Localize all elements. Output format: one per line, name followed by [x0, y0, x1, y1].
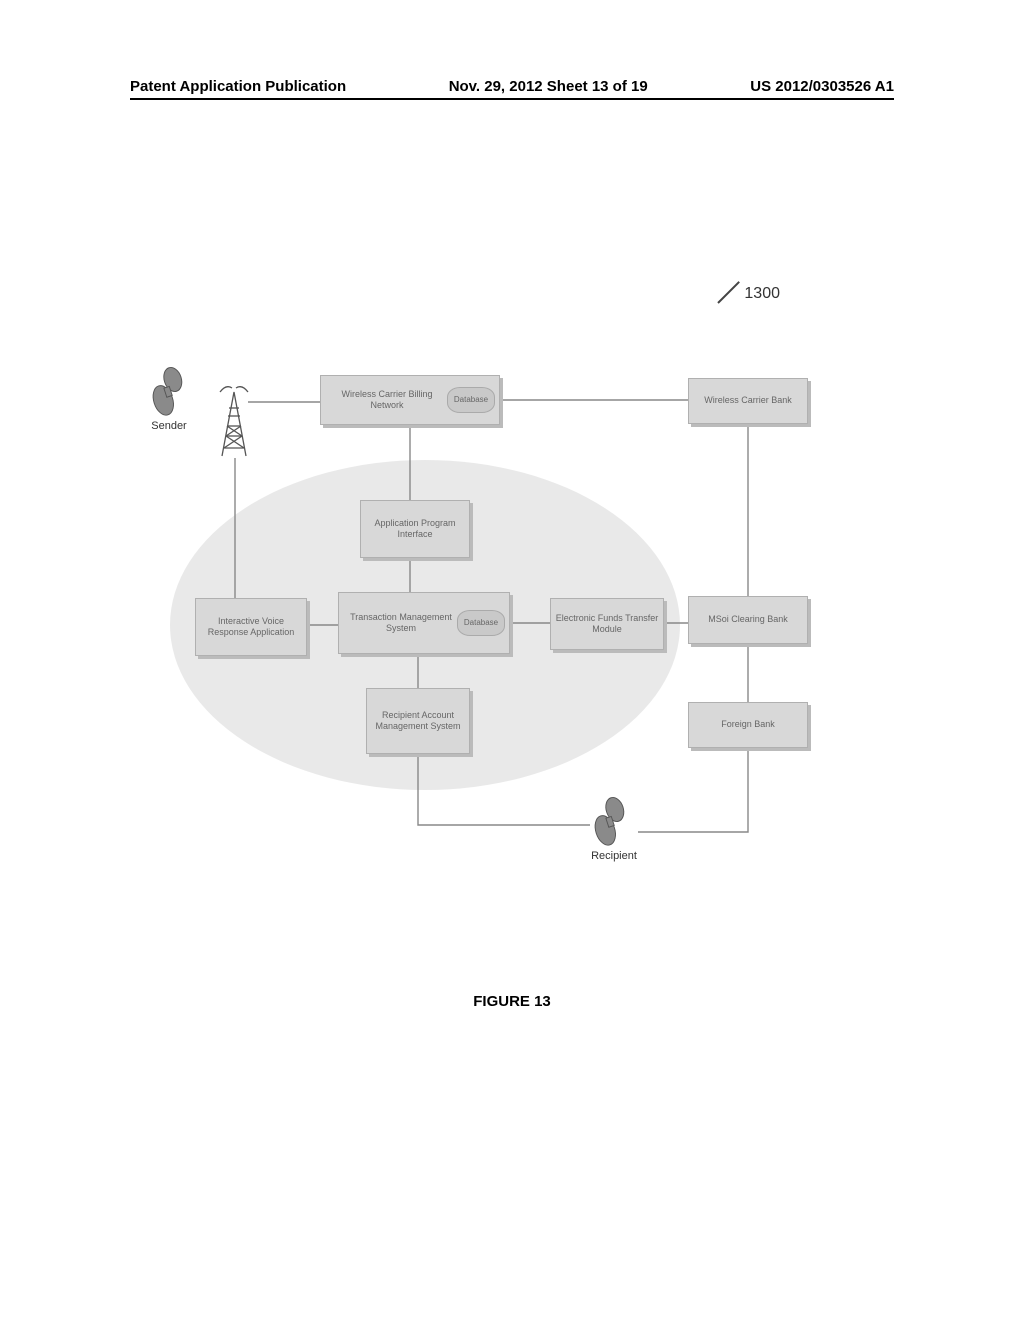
node-interactive-voice-response: Interactive Voice Response Application — [195, 598, 307, 656]
header-rule — [130, 98, 894, 100]
node-application-program-interface: Application Program Interface — [360, 500, 470, 558]
ref-number: 1300 — [718, 285, 780, 303]
node-clearing-bank: MSoi Clearing Bank — [688, 596, 808, 644]
node-wireless-carrier-bank: Wireless Carrier Bank — [688, 378, 808, 424]
sender-label: Sender — [144, 420, 194, 432]
figure-caption: FIGURE 13 — [0, 993, 1024, 1010]
header-right: US 2012/0303526 A1 — [750, 78, 894, 95]
header-mid: Nov. 29, 2012 Sheet 13 of 19 — [449, 78, 648, 95]
node-foreign-bank: Foreign Bank — [688, 702, 808, 748]
node-transaction-management-system: Transaction Management System Database — [338, 592, 510, 654]
database-icon: Database — [457, 610, 505, 636]
recipient-label: Recipient — [584, 850, 644, 862]
node-electronic-funds-transfer: Electronic Funds Transfer Module — [550, 598, 664, 650]
cell-tower-icon — [218, 386, 250, 458]
recipient-phone-icon — [592, 790, 630, 848]
header-left: Patent Application Publication — [130, 78, 346, 95]
node-wireless-carrier-billing-network: Wireless Carrier Billing Network Databas… — [320, 375, 500, 425]
page: Patent Application Publication Nov. 29, … — [0, 0, 1024, 1320]
page-header: Patent Application Publication Nov. 29, … — [130, 78, 894, 95]
node-recipient-account-management: Recipient Account Management System — [366, 688, 470, 754]
database-icon: Database — [447, 387, 495, 413]
sender-phone-icon — [150, 360, 188, 418]
system-diagram: 1300 — [140, 290, 860, 890]
